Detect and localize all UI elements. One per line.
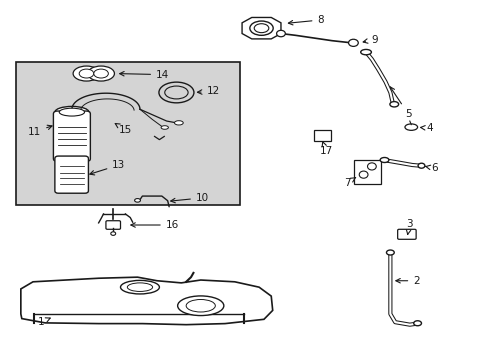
Polygon shape — [242, 18, 281, 39]
Ellipse shape — [389, 102, 398, 107]
Text: 14: 14 — [120, 69, 169, 80]
Ellipse shape — [249, 21, 273, 35]
Ellipse shape — [159, 82, 194, 103]
Text: 1: 1 — [38, 317, 50, 327]
Ellipse shape — [367, 163, 375, 170]
Text: 3: 3 — [406, 219, 412, 234]
Text: 17: 17 — [319, 141, 332, 157]
FancyBboxPatch shape — [55, 156, 88, 193]
Ellipse shape — [59, 108, 84, 116]
Ellipse shape — [348, 39, 358, 46]
FancyBboxPatch shape — [16, 62, 239, 205]
Ellipse shape — [55, 107, 89, 118]
Ellipse shape — [404, 124, 417, 130]
Text: 5: 5 — [389, 87, 411, 119]
Ellipse shape — [174, 121, 183, 125]
Text: 4: 4 — [420, 123, 432, 133]
Ellipse shape — [94, 69, 108, 78]
Ellipse shape — [276, 30, 285, 37]
Text: 10: 10 — [170, 193, 208, 203]
Ellipse shape — [127, 283, 152, 292]
Ellipse shape — [73, 66, 100, 81]
Ellipse shape — [254, 24, 268, 33]
Text: 9: 9 — [363, 35, 377, 45]
FancyBboxPatch shape — [53, 111, 90, 161]
Ellipse shape — [417, 163, 424, 168]
Text: 8: 8 — [288, 15, 324, 25]
Ellipse shape — [161, 126, 168, 129]
Text: 13: 13 — [90, 160, 125, 175]
Text: 6: 6 — [425, 163, 437, 173]
Text: 12: 12 — [197, 86, 220, 96]
Text: 2: 2 — [395, 276, 419, 286]
Text: 11: 11 — [28, 125, 52, 137]
FancyBboxPatch shape — [313, 130, 330, 141]
Ellipse shape — [360, 49, 371, 55]
Ellipse shape — [386, 250, 393, 255]
Ellipse shape — [379, 157, 388, 162]
Ellipse shape — [359, 171, 367, 178]
Text: 15: 15 — [115, 123, 132, 135]
Text: 7: 7 — [343, 177, 355, 188]
Ellipse shape — [413, 321, 421, 326]
Text: 16: 16 — [131, 220, 179, 230]
Ellipse shape — [79, 69, 94, 78]
Polygon shape — [21, 277, 272, 325]
FancyBboxPatch shape — [106, 221, 120, 229]
FancyBboxPatch shape — [397, 229, 415, 239]
Ellipse shape — [111, 232, 116, 235]
Ellipse shape — [120, 280, 159, 294]
Ellipse shape — [134, 199, 140, 202]
Ellipse shape — [87, 66, 114, 81]
Ellipse shape — [186, 300, 215, 312]
Ellipse shape — [177, 296, 224, 316]
Ellipse shape — [164, 86, 188, 99]
FancyBboxPatch shape — [354, 159, 380, 184]
